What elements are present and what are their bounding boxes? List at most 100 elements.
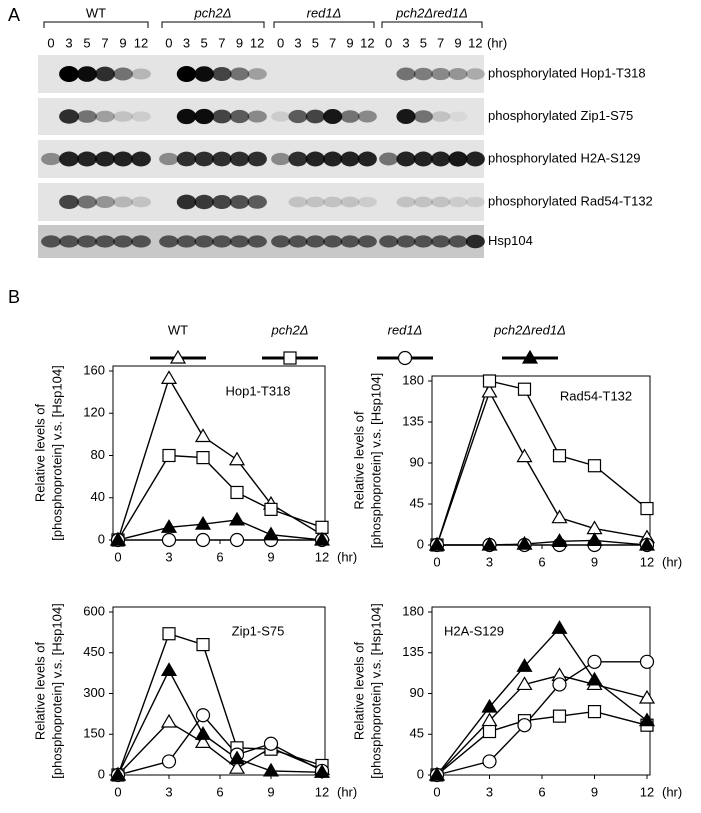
- blot-band: [465, 151, 485, 167]
- y-tick-label: 150: [83, 726, 105, 741]
- x-tick-label: 0: [114, 784, 121, 799]
- y-tick-label: 90: [410, 454, 424, 469]
- blot-band: [413, 235, 433, 248]
- data-point: [638, 712, 656, 727]
- data-point: [262, 526, 280, 541]
- x-tick-label: 9: [591, 554, 598, 569]
- data-point: [196, 637, 210, 652]
- x-tick-label: 6: [216, 549, 223, 564]
- blot-band: [413, 196, 433, 208]
- panel-label: A: [8, 5, 20, 25]
- y-tick-label: 45: [410, 726, 424, 741]
- y-tick-label: 135: [402, 644, 424, 659]
- chart-title: Zip1-S75: [232, 623, 285, 638]
- data-point: [194, 428, 212, 443]
- x-tick-label: 3: [165, 549, 172, 564]
- x-tick-label: 3: [486, 784, 493, 799]
- time-label: 9: [454, 35, 461, 50]
- x-tick-label: 6: [538, 554, 545, 569]
- blot-band: [212, 235, 232, 248]
- data-point: [160, 370, 178, 384]
- legend-label: red1Δ: [388, 322, 423, 337]
- y-tick-label: 0: [98, 766, 105, 781]
- data-point: [162, 448, 176, 463]
- blot-band: [413, 151, 433, 167]
- blot-band: [271, 152, 291, 166]
- row-label: phosphorylated H2A-S129: [488, 150, 641, 165]
- y-axis-label: Relative levels of: [351, 411, 366, 510]
- series-line: [117, 668, 323, 776]
- blot-band: [431, 196, 451, 208]
- time-label: 12: [360, 35, 374, 50]
- blot-band: [176, 194, 197, 210]
- blot-band: [357, 110, 377, 123]
- data-point: [551, 509, 568, 524]
- blot-band: [340, 196, 360, 208]
- time-label: 12: [250, 35, 264, 50]
- blot-band: [431, 151, 451, 167]
- blot-band: [396, 196, 416, 208]
- blot-band: [41, 152, 61, 166]
- data-point: [586, 671, 603, 686]
- series-line: [436, 710, 648, 776]
- chart-title: Hop1-T318: [225, 383, 290, 398]
- x-axis-unit: (hr): [337, 549, 357, 564]
- group-bracket: [43, 21, 149, 28]
- blot-band: [247, 110, 267, 123]
- x-tick-label: 0: [114, 549, 121, 564]
- series-line: [437, 539, 648, 546]
- blot-band: [113, 111, 133, 122]
- data-point: [639, 654, 655, 669]
- data-point: [482, 724, 497, 739]
- x-tick-label: 12: [640, 554, 654, 569]
- blot-band: [194, 194, 214, 210]
- blot-band: [41, 235, 61, 248]
- x-tick-label: 9: [267, 549, 274, 564]
- series-line: [117, 376, 323, 541]
- group-bracket: [273, 21, 375, 28]
- row-label: phosphorylated Hop1-T318: [488, 65, 646, 80]
- blot-band: [113, 67, 133, 81]
- data-point: [587, 459, 602, 473]
- blot-band: [95, 66, 115, 82]
- blot-band: [95, 235, 115, 248]
- data-point: [162, 627, 176, 641]
- blot-band: [396, 151, 416, 167]
- data-point: [481, 536, 498, 551]
- y-tick-label: 0: [98, 531, 105, 546]
- blot-band: [379, 235, 399, 248]
- data-point: [160, 662, 178, 677]
- blot-band: [271, 235, 291, 248]
- series-line: [436, 674, 648, 776]
- blot-band: [77, 110, 97, 123]
- group-bracket: [381, 21, 483, 28]
- series-line: [436, 380, 648, 546]
- data-point: [552, 677, 567, 692]
- series-line: [436, 627, 648, 776]
- x-tick-label: 12: [640, 784, 654, 799]
- data-point: [552, 449, 567, 463]
- data-point: [587, 654, 602, 669]
- data-point: [516, 658, 533, 672]
- blot-band: [340, 110, 360, 123]
- blot-band: [113, 151, 133, 167]
- x-axis-unit: (hr): [662, 554, 682, 569]
- x-axis-unit: (hr): [662, 784, 682, 799]
- y-tick-label: 450: [83, 644, 105, 659]
- blot-band: [396, 108, 416, 125]
- data-point: [230, 485, 244, 500]
- data-point: [196, 451, 210, 465]
- data-point: [517, 718, 532, 733]
- data-point: [587, 705, 602, 719]
- time-label: 3: [183, 35, 190, 50]
- blot-band: [131, 111, 151, 122]
- blot-band: [323, 151, 343, 167]
- data-point: [313, 531, 331, 546]
- data-point: [109, 766, 127, 781]
- time-label: 7: [329, 35, 336, 50]
- plot-frame: [112, 606, 326, 776]
- x-tick-label: 6: [538, 784, 545, 799]
- blot-band: [131, 196, 151, 208]
- series-line: [117, 714, 323, 776]
- blot-band: [194, 151, 214, 167]
